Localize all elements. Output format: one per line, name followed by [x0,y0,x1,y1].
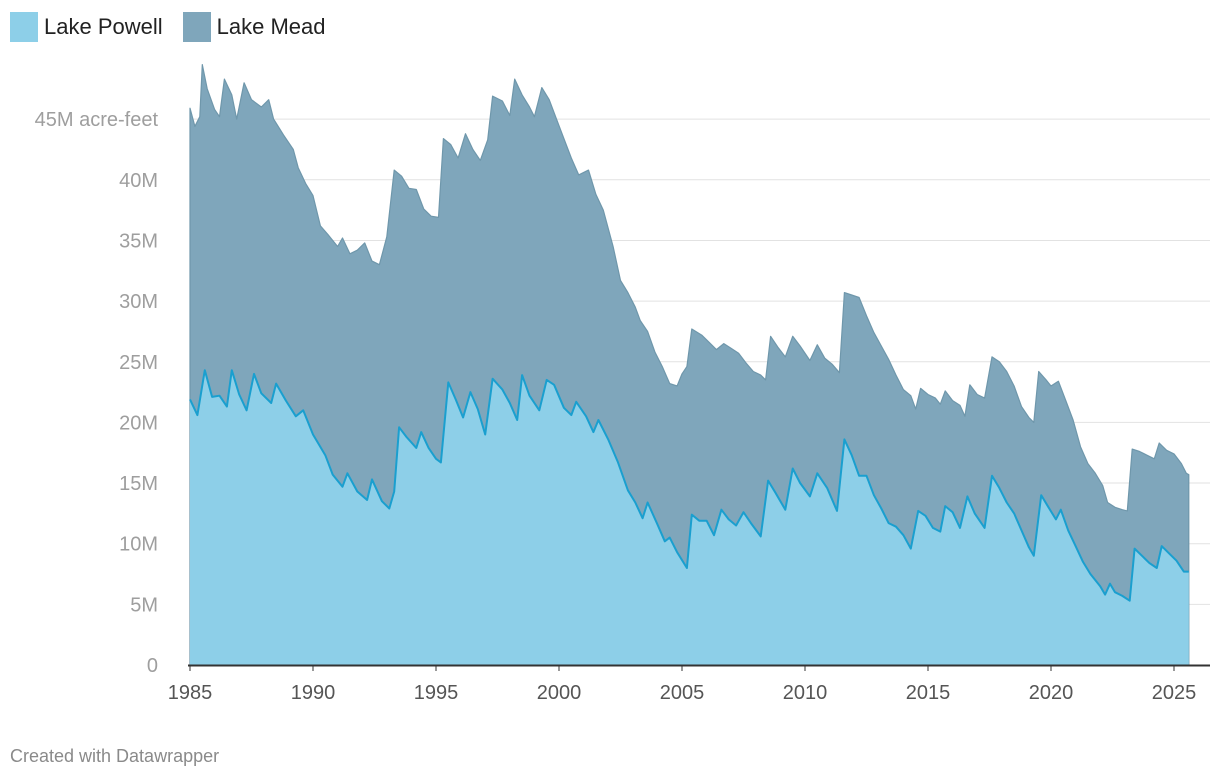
y-tick-label-40: 40M [119,170,158,192]
x-tick-label-2010: 2010 [783,682,828,704]
x-axis: 1985 1990 1995 2000 2005 2010 2015 2020 2025 [168,664,1210,704]
y-tick-label-15: 15M [119,473,158,495]
x-tick-label-1985: 1985 [168,682,213,704]
legend: Lake Powell Lake Mead [10,12,326,42]
x-tick-label-1995: 1995 [414,682,459,704]
y-axis-tick-labels: 0 5M 10M 15M 20M 25M 30M 35M 40M 45M acre-feet [35,109,159,677]
y-tick-label-0: 0 [147,655,158,677]
area-series [189,63,1190,666]
legend-label-lake-powell: Lake Powell [44,14,163,39]
x-tick-label-1990: 1990 [291,682,336,704]
legend-item-lake-powell[interactable]: Lake Powell [10,12,163,42]
legend-swatch-lake-powell [10,12,38,42]
y-tick-label-30: 30M [119,291,158,313]
y-tick-label-35: 35M [119,230,158,252]
x-tick-label-2025: 2025 [1152,682,1197,704]
y-tick-label-20: 20M [119,412,158,434]
y-tick-label-10: 10M [119,534,158,556]
line-lake-powell [189,369,1189,602]
x-tick-label-2015: 2015 [906,682,951,704]
y-tick-label-25: 25M [119,352,158,374]
area-lake-powell [190,370,1189,665]
legend-swatch-lake-mead [182,12,211,42]
y-tick-label-5: 5M [130,594,158,616]
y-tick-label-45: 45M acre-feet [35,109,159,131]
x-tick-label-2005: 2005 [660,682,705,704]
x-tick-label-2000: 2000 [537,682,582,704]
legend-label-lake-mead: Lake Mead [216,14,326,39]
legend-item-lake-mead[interactable]: Lake Mead [182,12,326,42]
x-tick-label-2020: 2020 [1029,682,1074,704]
footer-credit: Created with Datawrapper [10,746,220,766]
